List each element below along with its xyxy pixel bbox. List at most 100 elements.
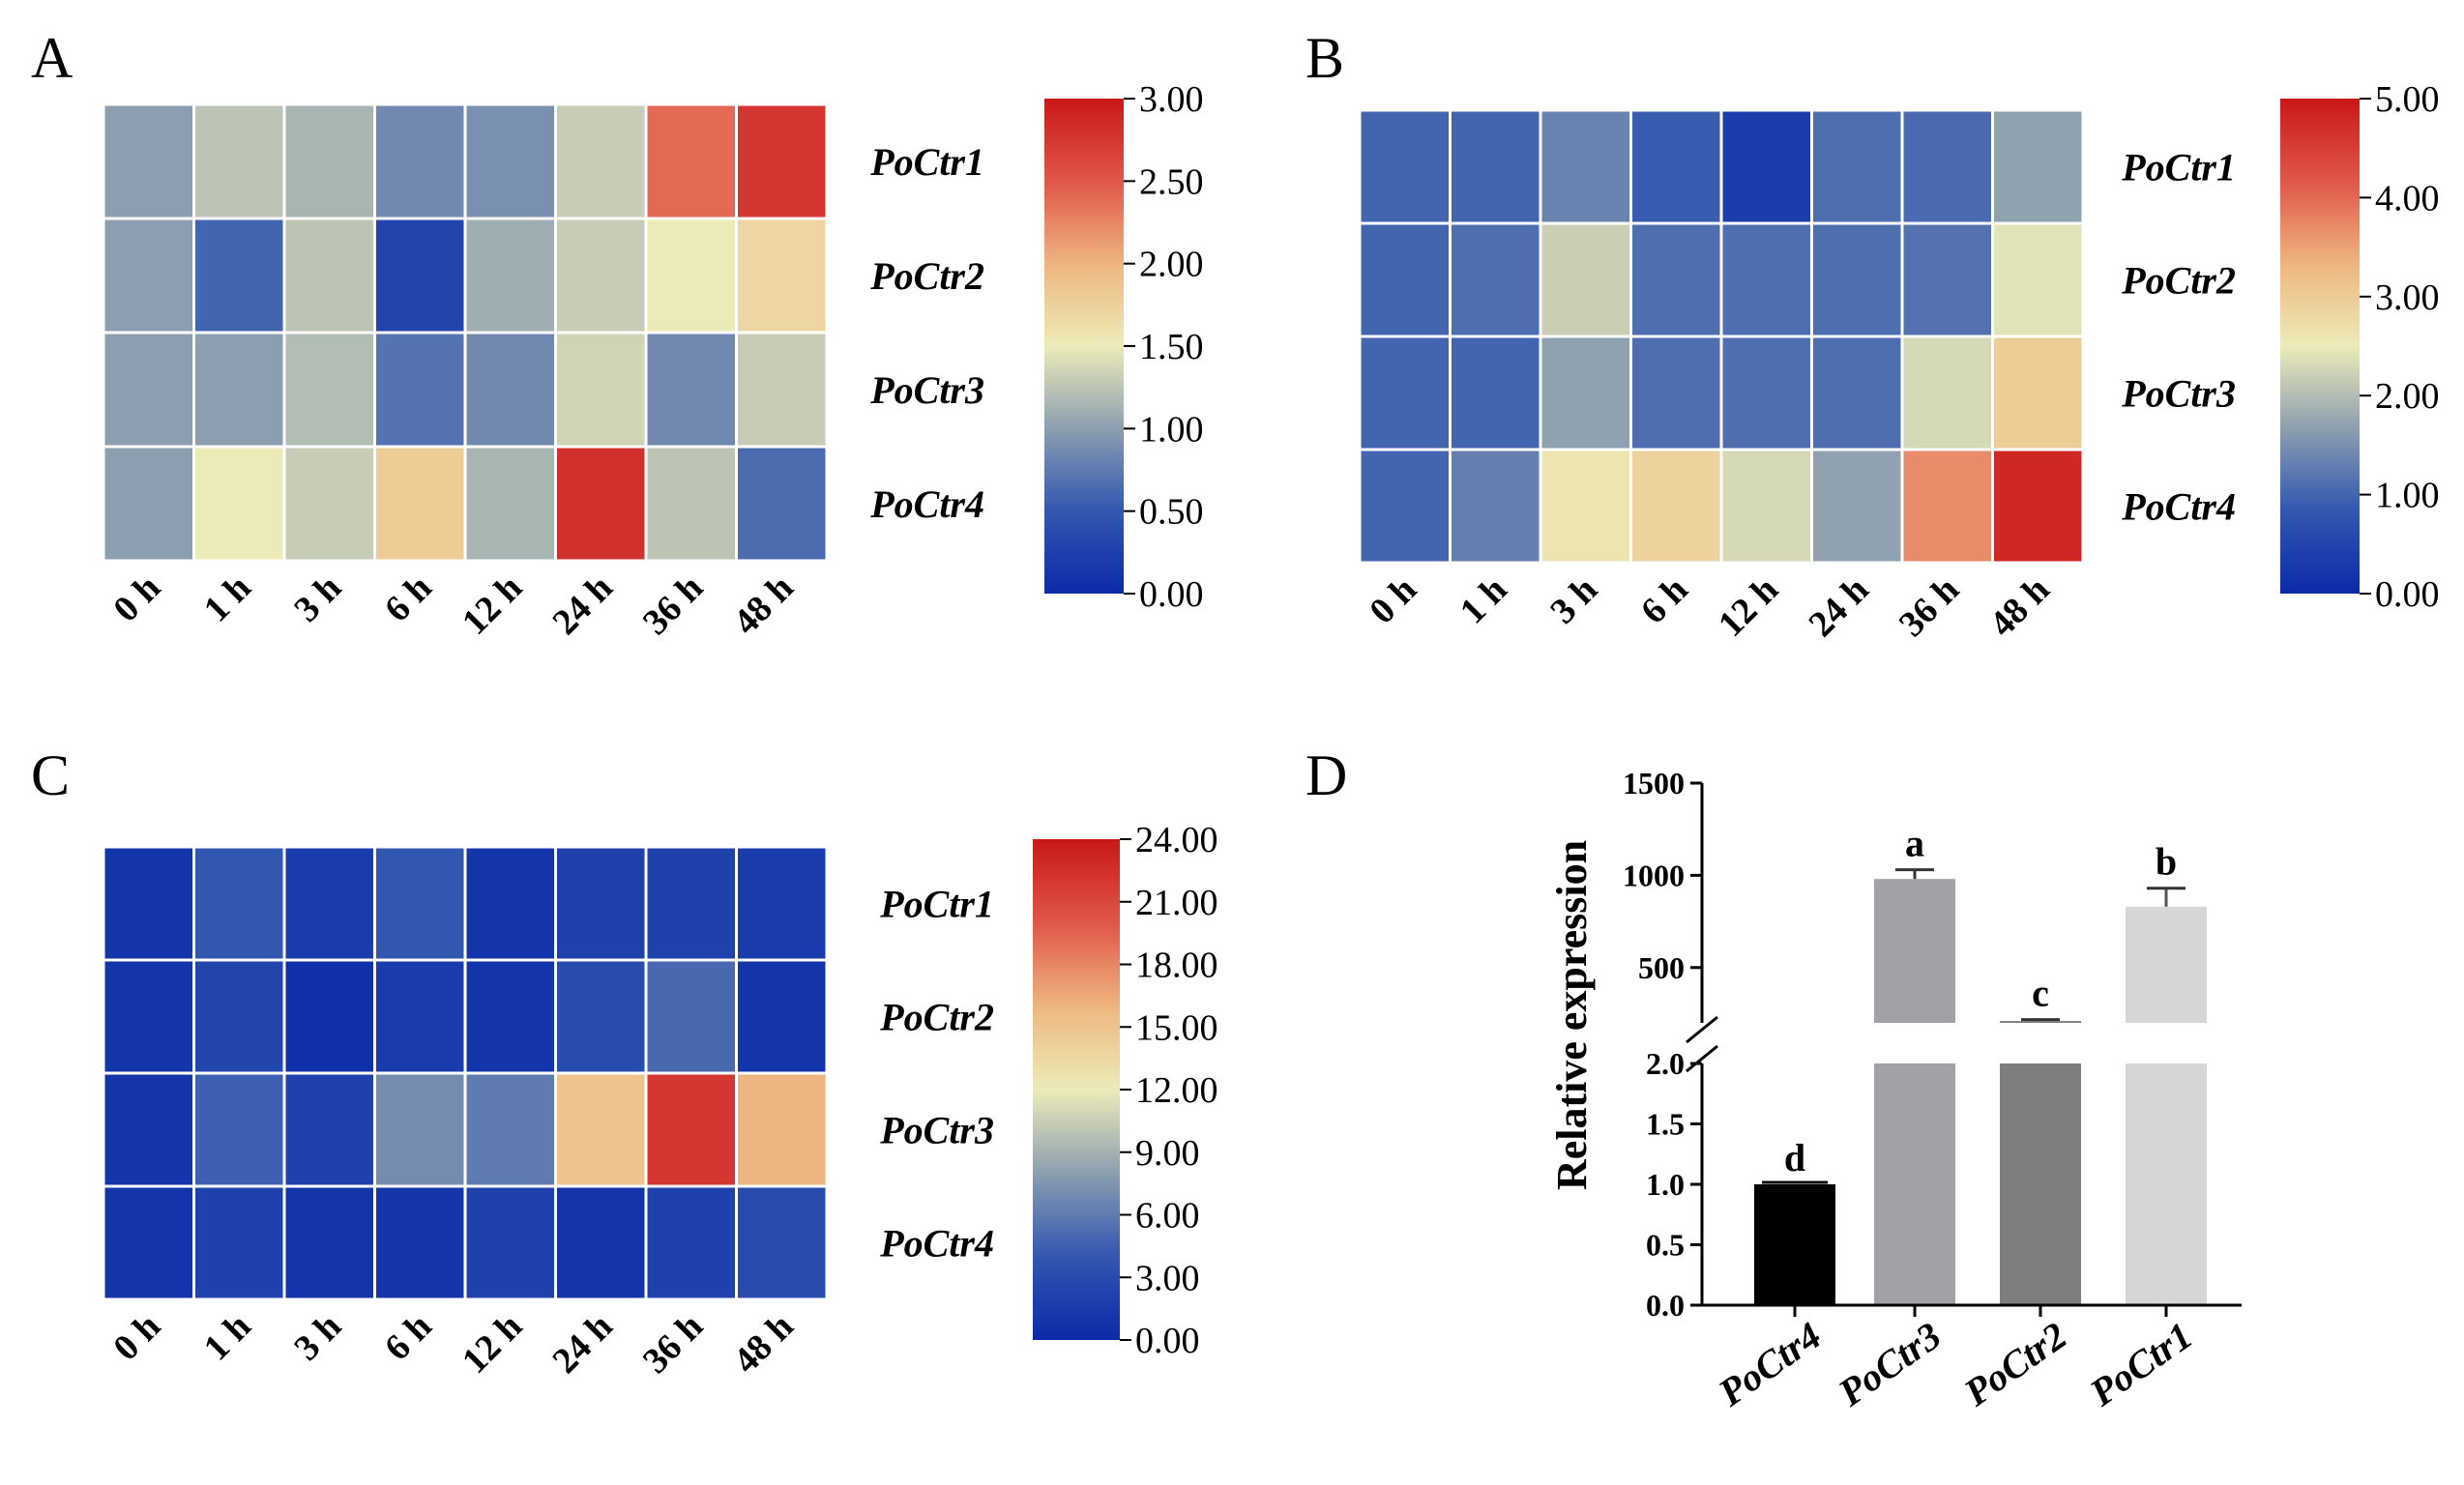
heatmap-cell <box>1449 221 1542 338</box>
heatmap-cell <box>1539 221 1632 338</box>
heatmap-cell <box>1629 335 1723 451</box>
heatmap-cell <box>1629 448 1723 565</box>
legend-color-bar <box>1044 99 1124 594</box>
bar-lower-segment <box>2000 1063 2081 1305</box>
heatmap-cell <box>735 1071 829 1188</box>
heatmap-cell <box>1991 108 2085 225</box>
heatmap-cell <box>463 217 557 335</box>
gene-label: PoCtr1 <box>2121 146 2236 189</box>
heatmap-cell <box>102 845 195 962</box>
heatmap-cell <box>735 331 829 449</box>
legend-tick-label: 9.00 <box>1135 1133 1200 1174</box>
legend-tick-label: 5.00 <box>2375 79 2440 120</box>
legend-color-bar <box>2280 99 2360 594</box>
heatmap-cell <box>1900 448 1994 565</box>
heatmap-cell <box>1991 448 2085 565</box>
heatmap-cell <box>282 1184 376 1301</box>
heatmap-cell <box>373 1071 467 1188</box>
bar-upper-segment <box>2000 1021 2081 1023</box>
heatmap-cell <box>102 958 195 1075</box>
heatmap-cell <box>735 102 829 220</box>
heatmap-cell <box>102 445 195 563</box>
heatmap-cell <box>1539 448 1632 565</box>
heatmap-cell <box>463 1184 557 1301</box>
heatmap-cell <box>735 958 829 1075</box>
heatmap-cell <box>1358 448 1452 565</box>
panel-a-letter: A <box>31 26 73 90</box>
heatmap-cell <box>554 1184 648 1301</box>
heatmap-cell <box>282 331 376 449</box>
legend-tick-label: 2.50 <box>1139 161 1204 202</box>
heatmap-cell <box>554 1071 648 1188</box>
legend-tick-label: 3.00 <box>1135 1258 1200 1298</box>
gene-label: PoCtr1 <box>879 883 994 926</box>
panel-a-color-legend: 3.00 2.50 2.00 1.50 1.00 0.50 0.00 <box>1044 79 1204 615</box>
significance-letter: a <box>1905 822 1924 865</box>
panel-b-gene-labels: PoCtr1 PoCtr2 PoCtr3 PoCtr4 <box>2121 146 2236 529</box>
panel-c-cells <box>102 845 829 1301</box>
legend-tick-label: 2.00 <box>1139 245 1204 285</box>
heatmap-cell <box>1719 108 1813 225</box>
heatmap-cell <box>463 845 557 962</box>
heatmap-cell <box>1900 108 1994 225</box>
legend-tick-label: 6.00 <box>1135 1196 1200 1237</box>
heatmap-cell <box>282 958 376 1075</box>
heatmap-cell <box>373 445 467 563</box>
legend-tick-label: 1.00 <box>1139 409 1204 450</box>
legend-tick-label: 0.50 <box>1139 492 1204 533</box>
legend-color-bar <box>1033 839 1120 1340</box>
heatmap-cell <box>1449 335 1542 451</box>
heatmap-cell <box>192 1184 286 1301</box>
heatmap-cell <box>644 102 738 220</box>
panel-b-cells <box>1358 108 2085 565</box>
heatmap-cell <box>735 217 829 335</box>
heatmap-cell <box>1539 335 1632 451</box>
heatmap-cell <box>1810 335 1904 451</box>
gene-label: PoCtr4 <box>879 1222 994 1266</box>
y-tick-label: 2.0 <box>1646 1046 1685 1081</box>
heatmap-cell <box>192 102 286 220</box>
heatmap-cell <box>554 217 648 335</box>
bar-lower-segment <box>2126 1063 2207 1305</box>
heatmap-cell <box>1810 108 1904 225</box>
panel-b-color-legend: 5.00 4.00 3.00 2.00 1.00 0.00 <box>2280 79 2440 615</box>
heatmap-cell <box>554 958 648 1075</box>
heatmap-cell <box>1719 335 1813 451</box>
heatmap-cell <box>282 1071 376 1188</box>
heatmap-cell <box>1719 448 1813 565</box>
heatmap-cell <box>1449 108 1542 225</box>
legend-tick-label: 2.00 <box>2375 376 2440 417</box>
y-tick-label: 1000 <box>1623 858 1685 892</box>
significance-letter: b <box>2156 840 2177 884</box>
heatmap-cell <box>644 845 738 962</box>
significance-letter: c <box>2032 972 2049 1015</box>
heatmap-cell <box>644 331 738 449</box>
heatmap-cell <box>1358 335 1452 451</box>
legend-tick-label: 0.00 <box>1135 1321 1200 1361</box>
heatmap-cell <box>102 331 195 449</box>
axis-break-mark <box>1686 1044 1718 1073</box>
heatmap-cell <box>282 445 376 563</box>
gene-label: PoCtr4 <box>869 482 984 526</box>
gene-label: PoCtr3 <box>879 1109 994 1152</box>
legend-tick-label: 3.00 <box>1139 79 1204 120</box>
legend-tick-label: 15.00 <box>1135 1007 1218 1048</box>
panel-d-letter: D <box>1305 743 1347 807</box>
legend-tick-label: 24.00 <box>1135 820 1218 860</box>
y-tick-label: 0.0 <box>1646 1288 1685 1323</box>
heatmap-cell <box>373 102 467 220</box>
gene-label: PoCtr2 <box>2121 259 2236 303</box>
heatmap-cell <box>1900 335 1994 451</box>
panel-b-letter: B <box>1305 26 1344 90</box>
panel-c-letter: C <box>31 743 70 807</box>
heatmap-cell <box>1358 108 1452 225</box>
gene-label: PoCtr1 <box>869 140 984 184</box>
heatmap-cell <box>373 331 467 449</box>
heatmap-cell <box>644 1071 738 1188</box>
bar <box>1754 1184 1835 1305</box>
y-tick-label: 1.5 <box>1646 1107 1685 1142</box>
heatmap-cell <box>554 331 648 449</box>
heatmap-cell <box>282 217 376 335</box>
